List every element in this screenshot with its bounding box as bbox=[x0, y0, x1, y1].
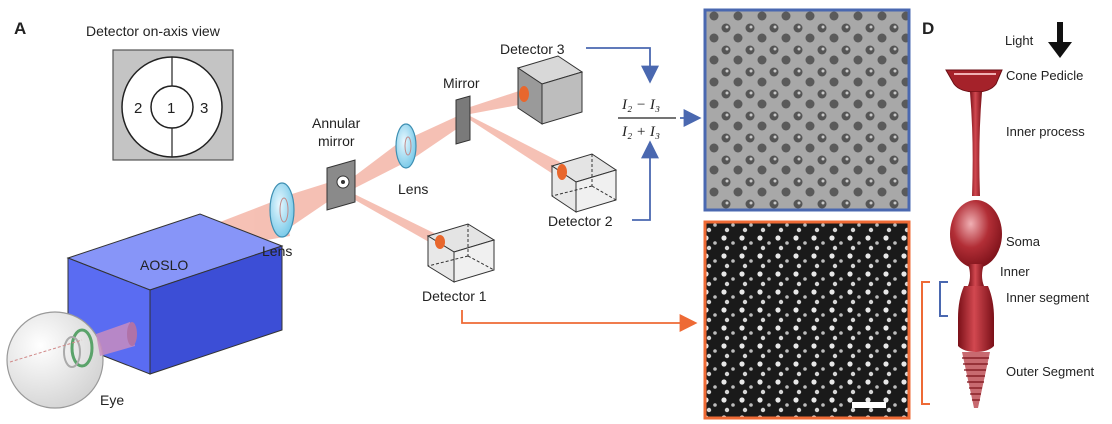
scale-bar bbox=[852, 402, 886, 408]
detector-1 bbox=[426, 223, 496, 283]
annular-mirror-label-1: Annular bbox=[312, 115, 361, 131]
annular-mirror bbox=[326, 159, 356, 211]
lens-2-label: Lens bbox=[398, 181, 428, 197]
onaxis-title: Detector on-axis view bbox=[86, 23, 221, 39]
zone-3-label: 3 bbox=[200, 100, 208, 117]
lens-2 bbox=[395, 123, 417, 169]
mirror bbox=[455, 95, 471, 145]
eye-beam-cylinder bbox=[96, 322, 137, 356]
detector-3-label: Detector 3 bbox=[500, 41, 565, 57]
zone-1-label: 1 bbox=[167, 100, 175, 117]
lens-1-label: Lens bbox=[262, 243, 292, 259]
formula-denominator: I₂ + I₃ bbox=[621, 124, 660, 140]
arrow-detector-1 bbox=[461, 310, 698, 332]
arrow-detector-3 bbox=[586, 47, 659, 84]
eye-label: Eye bbox=[100, 392, 124, 408]
panel-label-d: D bbox=[922, 19, 934, 38]
eye bbox=[6, 311, 104, 409]
panel-b-image bbox=[703, 8, 911, 212]
detector-3 bbox=[516, 55, 584, 125]
panel-c-image bbox=[703, 220, 911, 420]
inner-process-label: Inner process bbox=[1006, 124, 1085, 139]
light-arrow-icon bbox=[1048, 22, 1072, 58]
light-label: Light bbox=[1005, 33, 1034, 48]
soma-label: Soma bbox=[1006, 234, 1041, 249]
inner-segment-label: Inner segment bbox=[1006, 290, 1089, 305]
detector-1-label: Detector 1 bbox=[422, 288, 487, 304]
mirror-label: Mirror bbox=[443, 75, 480, 91]
cone-cell bbox=[945, 69, 1003, 408]
onaxis-inset bbox=[112, 49, 234, 161]
arrow-detector-2 bbox=[632, 140, 659, 221]
zone-2-label: 2 bbox=[134, 100, 142, 117]
detector-2-label: Detector 2 bbox=[548, 213, 613, 229]
aoslo-label: AOSLO bbox=[140, 257, 188, 273]
formula-numerator: I₂ − I₃ bbox=[621, 97, 660, 113]
lens-1 bbox=[269, 182, 295, 238]
cone-pedicle-label: Cone Pedicle bbox=[1006, 68, 1083, 83]
inner-segment-bracket bbox=[939, 281, 948, 317]
inner-label: Inner bbox=[1000, 264, 1030, 279]
detector-2 bbox=[550, 153, 618, 213]
full-cone-bracket bbox=[921, 281, 930, 405]
annular-mirror-label-2: mirror bbox=[318, 133, 355, 149]
outer-segment-label: Outer Segment bbox=[1006, 364, 1095, 379]
panel-label-a: A bbox=[14, 19, 26, 38]
